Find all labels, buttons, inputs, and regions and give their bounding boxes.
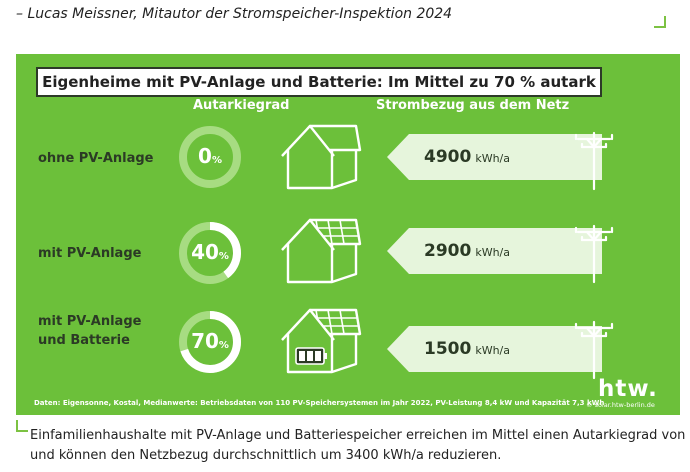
row-label: ohne PV-Anlage xyxy=(38,149,154,168)
infographic-title-bar: Eigenheime mit PV-Anlage und Batterie: I… xyxy=(36,67,602,97)
grid-value: 4900 xyxy=(424,147,472,167)
ring-progress xyxy=(179,222,241,284)
grid-value: 2900 xyxy=(424,241,472,261)
quote-attribution: – Lucas Meissner, Mitautor der Stromspei… xyxy=(16,6,453,22)
grid-unit: kWh/a xyxy=(475,152,510,165)
grid-arrow xyxy=(387,228,602,274)
row-label: mit PV-Anlage xyxy=(38,244,141,263)
row-label-line1: mit PV-Anlage xyxy=(38,314,142,329)
autarky-percent-sign: % xyxy=(211,155,222,166)
autarky-ring xyxy=(179,126,241,188)
caption-corner-decoration xyxy=(16,420,28,432)
autarky-number: 40 xyxy=(191,240,219,264)
autarky-value: 0% xyxy=(177,144,243,168)
power-pole-icon xyxy=(574,131,614,191)
grid-value: 1500 xyxy=(424,339,472,359)
autarky-percent-sign: % xyxy=(218,340,229,351)
grid-unit: kWh/a xyxy=(475,246,510,259)
ring-progress xyxy=(179,311,241,373)
ring-track xyxy=(179,126,241,188)
row-label-line2: und Batterie xyxy=(38,333,130,348)
grid-consumption: 4900 kWh/a xyxy=(424,147,510,167)
row-label-line1: mit PV-Anlage xyxy=(38,246,142,261)
infographic: Eigenheime mit PV-Anlage und Batterie: I… xyxy=(16,54,680,415)
autarky-value: 70% xyxy=(177,329,243,353)
autarky-value: 40% xyxy=(177,240,243,264)
grid-consumption: 1500 kWh/a xyxy=(424,339,510,359)
autarky-ring xyxy=(179,222,241,284)
solar-house-icon xyxy=(281,218,362,284)
image-caption: Einfamilienhaushalte mit PV-Anlage und B… xyxy=(30,426,690,466)
autarky-ring xyxy=(179,311,241,373)
row-label-line1: ohne PV-Anlage xyxy=(38,151,154,166)
copyright-note: © solar.htw-berlin.de xyxy=(586,401,655,409)
autarky-number: 0 xyxy=(198,144,212,168)
battery-icon xyxy=(295,347,327,365)
grid-unit: kWh/a xyxy=(475,344,510,357)
battery-house-icon xyxy=(281,308,362,374)
caption-line1: Einfamilienhaushalte mit PV-Anlage und B… xyxy=(30,428,690,443)
power-pole-icon xyxy=(574,224,614,284)
column-header-autarky: Autarkiegrad xyxy=(193,98,290,113)
infographic-title: Eigenheime mit PV-Anlage und Batterie: I… xyxy=(42,73,596,91)
house-icon xyxy=(281,124,362,190)
grid-arrow xyxy=(387,134,602,180)
power-pole-icon xyxy=(574,320,614,380)
row-label: mit PV-Anlage und Batterie xyxy=(38,312,141,350)
autarky-number: 70 xyxy=(191,329,219,353)
grid-arrow xyxy=(387,326,602,372)
corner-decoration xyxy=(654,16,666,28)
data-source-note: Daten: Eigensonne, Kostal, Medianwerte: … xyxy=(34,399,605,407)
htw-logo: htw. xyxy=(598,376,658,402)
autarky-percent-sign: % xyxy=(218,251,229,262)
caption-line2: und können den Netzbezug durchschnittlic… xyxy=(30,448,502,463)
column-header-grid: Strombezug aus dem Netz xyxy=(376,98,570,113)
grid-consumption: 2900 kWh/a xyxy=(424,241,510,261)
